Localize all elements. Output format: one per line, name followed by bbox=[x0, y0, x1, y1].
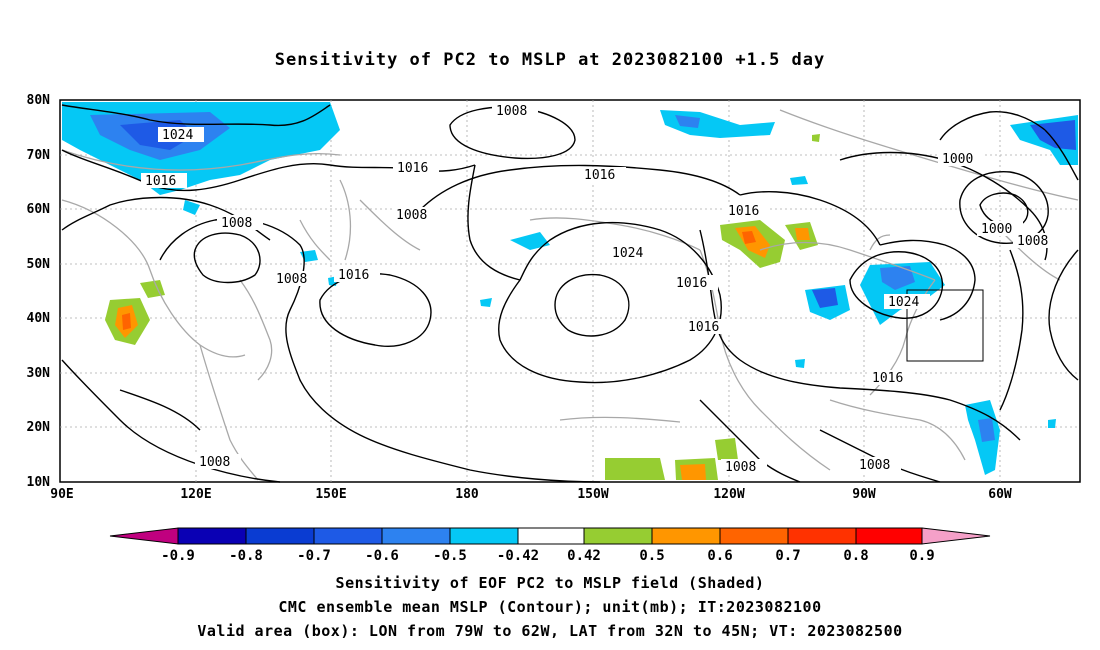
colorbar-cell bbox=[719, 527, 789, 545]
lat-label: 50N bbox=[27, 257, 51, 272]
contour-label: 1008 bbox=[1017, 234, 1048, 249]
colorbar-label: 0.7 bbox=[775, 548, 800, 564]
lat-label: 80N bbox=[27, 93, 51, 108]
contour-label: 1008 bbox=[221, 216, 252, 231]
colorbar-cell bbox=[921, 527, 991, 545]
patch-arctic-green-dot bbox=[812, 134, 820, 142]
patch-tropics-green-3 bbox=[715, 438, 738, 460]
contour-label: 1024 bbox=[162, 128, 193, 143]
colorbar-label: -0.42 bbox=[497, 548, 539, 564]
colorbar-labels: -0.9 -0.8 -0.7 -0.6 -0.5 -0.42 0.42 0.5 … bbox=[161, 548, 935, 564]
lon-label: 150W bbox=[577, 487, 608, 502]
patch-tropics-orange bbox=[680, 464, 706, 480]
lon-label: 150E bbox=[315, 487, 346, 502]
patch-china-red bbox=[122, 313, 131, 330]
contour-label: 1016 bbox=[688, 320, 719, 335]
colorbar-cell bbox=[517, 527, 585, 545]
colorbar bbox=[109, 527, 991, 545]
footer-line-2: CMC ensemble mean MSLP (Contour); unit(m… bbox=[278, 598, 822, 616]
colorbar-cell bbox=[583, 527, 653, 545]
patch-tropics-green-1 bbox=[605, 458, 665, 480]
colorbar-cell bbox=[177, 527, 247, 545]
latitude-labels: 80N 70N 60N 50N 40N 30N 20N 10N bbox=[27, 93, 51, 490]
contour-label: 1024 bbox=[612, 246, 643, 261]
patch-gulf-dot bbox=[795, 359, 805, 368]
colorbar-label: 0.5 bbox=[639, 548, 664, 564]
lat-label: 40N bbox=[27, 311, 51, 326]
contour-label: 1016 bbox=[584, 168, 615, 183]
colorbar-cell bbox=[109, 527, 179, 545]
patch-lakes-blue-core bbox=[880, 266, 915, 290]
lon-label: 60W bbox=[988, 487, 1012, 502]
colorbar-cell bbox=[449, 527, 519, 545]
colorbar-cell bbox=[381, 527, 451, 545]
lat-label: 30N bbox=[27, 366, 51, 381]
lat-label: 60N bbox=[27, 202, 51, 217]
patch-siberia-green bbox=[140, 280, 165, 298]
contour-label: 1016 bbox=[872, 371, 903, 386]
valid-area-box bbox=[906, 289, 984, 362]
colorbar-label: -0.6 bbox=[365, 548, 399, 564]
lon-label: 120E bbox=[180, 487, 211, 502]
colorbar-cell bbox=[313, 527, 383, 545]
patch-plains-orange bbox=[795, 228, 810, 240]
patch-east-atl-dot bbox=[1048, 419, 1056, 428]
lon-label: 90W bbox=[852, 487, 876, 502]
contour-label: 1008 bbox=[725, 460, 756, 475]
contour-labels: 1008 1024 1016 1016 1008 1016 1008 1008 … bbox=[141, 103, 1059, 475]
colorbar-label: 0.9 bbox=[909, 548, 934, 564]
contour-label: 1016 bbox=[145, 174, 176, 189]
lat-label: 10N bbox=[27, 475, 51, 490]
contour-label: 1008 bbox=[496, 104, 527, 119]
colorbar-cell bbox=[855, 527, 923, 545]
colorbar-cell bbox=[245, 527, 315, 545]
contour-label: 1008 bbox=[396, 208, 427, 223]
contour-label: 1016 bbox=[338, 268, 369, 283]
lat-label: 20N bbox=[27, 420, 51, 435]
colorbar-label: 0.6 bbox=[707, 548, 732, 564]
contour-label: 1016 bbox=[676, 276, 707, 291]
contour-label: 1000 bbox=[981, 222, 1012, 237]
contour-label: 1024 bbox=[888, 295, 919, 310]
footer-line-1: Sensitivity of EOF PC2 to MSLP field (Sh… bbox=[335, 574, 765, 592]
contour-label: 1016 bbox=[728, 204, 759, 219]
lon-label: 180 bbox=[455, 487, 479, 502]
patch-kamchatka-small bbox=[183, 200, 200, 215]
longitude-labels: 90E 120E 150E 180 150W 120W 90W 60W bbox=[50, 487, 1012, 502]
colorbar-label: -0.7 bbox=[297, 548, 331, 564]
patch-rockies-red bbox=[742, 231, 756, 244]
lon-label: 120W bbox=[713, 487, 744, 502]
patch-alaska-blue bbox=[510, 232, 550, 250]
lat-label: 70N bbox=[27, 148, 51, 163]
map-title: Sensitivity of PC2 to MSLP at 2023082100… bbox=[274, 50, 826, 70]
patch-pacific-dot bbox=[480, 298, 492, 307]
patch-arctic-canada-core bbox=[675, 115, 700, 128]
colorbar-label: -0.9 bbox=[161, 548, 195, 564]
colorbar-cell bbox=[787, 527, 857, 545]
contour-label: 1008 bbox=[859, 458, 890, 473]
colorbar-label: 0.42 bbox=[567, 548, 601, 564]
colorbar-cell bbox=[651, 527, 721, 545]
footer-line-3: Valid area (box): LON from 79W to 62W, L… bbox=[197, 622, 903, 640]
mslp-contours bbox=[61, 104, 1079, 483]
contour-label: 1008 bbox=[276, 272, 307, 287]
patch-lakes-blue bbox=[860, 262, 945, 325]
colorbar-label: -0.8 bbox=[229, 548, 263, 564]
contour-label: 1016 bbox=[397, 161, 428, 176]
patch-caribbean-core bbox=[978, 418, 995, 442]
contour-label: 1008 bbox=[199, 455, 230, 470]
patch-canada-dots bbox=[790, 176, 808, 185]
contour-label: 1000 bbox=[942, 152, 973, 167]
lon-label: 90E bbox=[50, 487, 73, 502]
colorbar-label: 0.8 bbox=[843, 548, 868, 564]
patch-plains-blue-core bbox=[812, 288, 838, 308]
colorbar-label: -0.5 bbox=[433, 548, 467, 564]
